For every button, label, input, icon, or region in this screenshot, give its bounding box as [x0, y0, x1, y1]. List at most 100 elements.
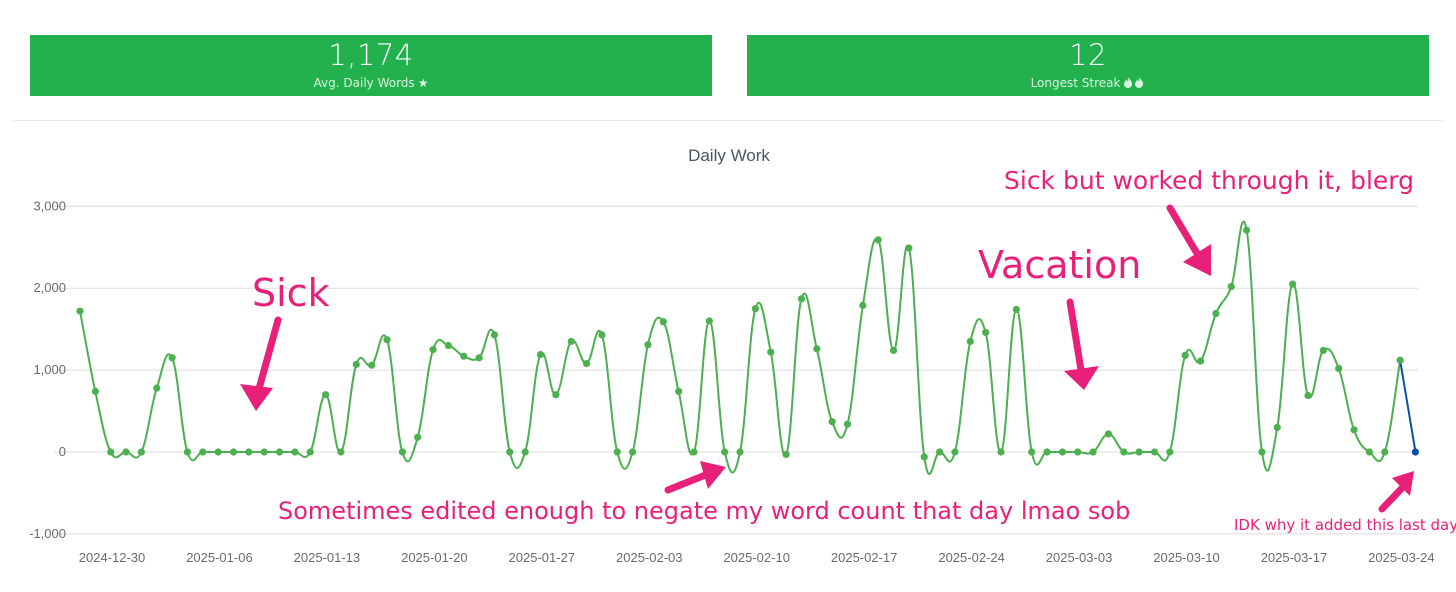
data-point: [1196, 357, 1205, 365]
data-point: [214, 448, 222, 456]
data-point: [460, 352, 468, 360]
arrow-last-day-shaft: [1378, 482, 1408, 513]
data-point: [659, 318, 667, 326]
arrow-sick-worked-head: [1183, 244, 1211, 276]
data-point: [475, 354, 483, 362]
data-point: [429, 346, 437, 354]
data-point: [506, 448, 514, 456]
data-point: [782, 450, 790, 459]
avg-daily-words-label-row: Avg. Daily Words ★: [30, 75, 712, 91]
x-tick-label: 2025-01-06: [186, 550, 253, 565]
data-point: [843, 420, 852, 428]
data-point: [1227, 282, 1235, 291]
x-tick-label: 2025-01-13: [294, 550, 361, 565]
annotation-negative: Sometimes edited enough to negate my wor…: [278, 497, 1130, 525]
data-point: [905, 244, 913, 252]
arrow-sick-worked-shaft: [1166, 204, 1202, 259]
data-point: [1181, 351, 1189, 359]
data-point: [675, 387, 683, 395]
y-tick-label: 0: [59, 444, 66, 459]
data-point: [275, 448, 284, 456]
data-point: [383, 336, 391, 344]
data-point: [1074, 448, 1082, 456]
data-point: [552, 391, 560, 399]
data-point: [521, 448, 529, 456]
x-tick-label: 2025-01-20: [401, 550, 468, 565]
data-point: [889, 346, 898, 355]
y-tick-label: 2,000: [33, 280, 66, 295]
arrow-vacation-head: [1064, 366, 1099, 390]
data-point: [966, 337, 974, 346]
data-point: [1058, 448, 1066, 456]
data-point: [1150, 448, 1159, 456]
data-point: [168, 354, 176, 362]
data-point: [444, 341, 452, 350]
data-point: [1043, 448, 1051, 456]
last-day-line: [1399, 360, 1417, 453]
data-point: [982, 328, 990, 337]
data-point: [736, 448, 744, 456]
data-point: [398, 448, 406, 456]
arrow-negative-head: [700, 461, 726, 489]
data-point: [1365, 448, 1373, 456]
data-point: [337, 448, 345, 456]
arrow-vacation-shaft: [1066, 298, 1085, 374]
data-point: [629, 448, 637, 456]
data-point: [291, 448, 299, 456]
x-tick-label: 2025-02-24: [938, 550, 1005, 565]
y-tick-label: -1,000: [29, 526, 66, 541]
data-point: [705, 317, 713, 325]
data-point: [368, 361, 376, 369]
data-point: [1012, 305, 1020, 314]
data-point: [76, 307, 84, 315]
data-point: [997, 448, 1005, 456]
data-point: [767, 348, 775, 356]
y-tick-label: 1,000: [33, 362, 66, 377]
chart-title: Daily Work: [688, 146, 770, 165]
longest-streak-value: 12: [1069, 38, 1107, 72]
annotations: Sick Vacation Sick but worked through it…: [240, 166, 1456, 534]
data-point: [751, 305, 760, 313]
data-point: [1319, 346, 1327, 355]
x-tick-label: 2025-03-10: [1153, 550, 1220, 565]
header-divider: [14, 120, 1442, 121]
data-point: [1289, 280, 1297, 288]
data-point: [1273, 423, 1281, 432]
data-point: [322, 391, 330, 399]
x-tick-label: 2025-02-03: [616, 550, 683, 565]
data-point: [229, 448, 238, 456]
avg-daily-words-value: 1,174: [328, 38, 414, 72]
x-tick-label: 2024-12-30: [79, 550, 146, 565]
data-point: [813, 345, 821, 353]
data-point: [137, 448, 145, 456]
data-point: [107, 448, 115, 456]
data-point: [1411, 448, 1420, 456]
data-point: [920, 453, 928, 461]
data-point: [936, 448, 944, 456]
x-tick-label: 2025-03-24: [1368, 550, 1435, 565]
annotation-sick-worked: Sick but worked through it, blerg: [1004, 166, 1414, 195]
longest-streak-label: Longest Streak: [1030, 76, 1121, 90]
y-tick-label: 3,000: [33, 198, 66, 213]
data-point: [260, 448, 268, 456]
data-point: [1212, 309, 1220, 318]
fire-icon: [1123, 76, 1145, 90]
data-point: [1381, 448, 1389, 456]
data-point: [644, 341, 652, 349]
data-point: [567, 337, 575, 346]
data-point: [536, 350, 545, 359]
annotation-vacation: Vacation: [978, 243, 1141, 287]
x-tick-label: 2025-03-17: [1261, 550, 1328, 565]
data-point: [153, 384, 161, 392]
data-point: [874, 236, 882, 244]
data-point: [91, 387, 99, 395]
avg-daily-words-label: Avg. Daily Words: [313, 76, 415, 90]
data-point: [1120, 448, 1128, 456]
arrow-sick-head: [240, 384, 273, 411]
data-point: [859, 301, 867, 309]
arrow-last-day-head: [1392, 471, 1414, 496]
data-point: [951, 448, 959, 456]
data-point: [306, 448, 314, 456]
x-tick-label: 2025-01-27: [509, 550, 576, 565]
longest-streak-card: 12 Longest Streak: [747, 35, 1429, 96]
